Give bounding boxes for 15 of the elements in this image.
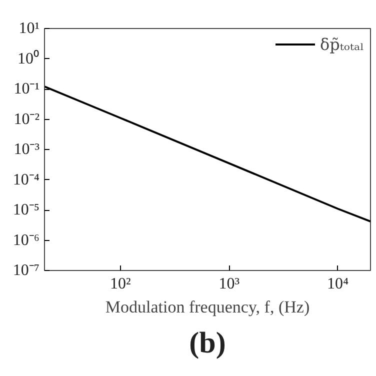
y-tick-label: 10¹ xyxy=(18,20,40,37)
y-tick-label: 10⁻⁶ xyxy=(12,232,40,249)
y-tick-label: 10⁻² xyxy=(14,110,40,128)
x-tick-label: 10² xyxy=(110,276,132,292)
x-axis-title: Modulation frequency, f, (Hz) xyxy=(105,298,310,316)
y-tick-label: 10⁻⁷ xyxy=(12,262,40,279)
y-tick-label: 10⁻³ xyxy=(14,141,40,158)
legend-label: δp̃ₜₒₜₐₗ xyxy=(320,34,364,54)
y-tick-label: 10⁰ xyxy=(18,49,40,68)
y-tick-label: 10⁻¹ xyxy=(14,80,40,98)
y-tick-label: 10⁻⁵ xyxy=(12,202,40,218)
x-tick-label: 10⁴ xyxy=(327,276,349,292)
text: (b) xyxy=(189,326,226,360)
x-tick-label: 10³ xyxy=(218,276,240,292)
y-tick-label: 10⁻⁴ xyxy=(12,171,40,188)
